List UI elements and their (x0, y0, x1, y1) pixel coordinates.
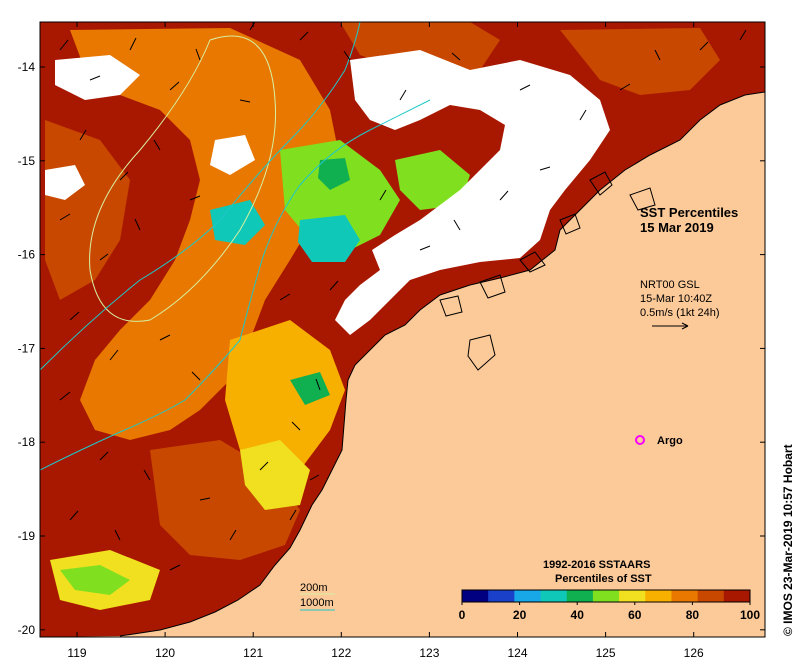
y-tick-label: -20 (18, 623, 36, 637)
x-axis-tick-labels: 119 120 121 122 123 124 125 126 (67, 646, 704, 660)
current-source-label: NRT00 GSL (640, 279, 700, 291)
current-scale-arrowhead (681, 322, 689, 330)
y-axis-tick-labels: -14 -15 -16 -17 -18 -19 -20 (18, 60, 36, 637)
colorbar-tick-label: 0 (459, 608, 466, 622)
colorbar-segment (697, 590, 725, 602)
colorbar-tick-label: 100 (740, 608, 760, 622)
ocean-sst-yellow-patch (225, 320, 345, 480)
x-tick-label: 122 (331, 646, 351, 660)
y-tick-label: -16 (18, 248, 36, 262)
y-tick-label: -19 (18, 529, 36, 543)
x-tick-label: 123 (419, 646, 439, 660)
colorbar-frame (461, 589, 751, 603)
percentile-colorbar (461, 589, 751, 603)
colorbar-tick-label: 20 (513, 608, 527, 622)
x-tick-label: 120 (155, 646, 175, 660)
y-tick-label: -14 (18, 60, 36, 74)
ocean-sst-green-patch (60, 140, 470, 595)
current-vectors (59, 22, 747, 571)
colorbar-tick-label: 40 (571, 608, 585, 622)
map-title-line1: SST Percentiles (640, 205, 738, 220)
ocean-sst-brown-band (45, 120, 300, 560)
y-tick-label: -17 (18, 341, 36, 355)
x-tick-label: 121 (243, 646, 263, 660)
map-area: Argo SST Percentiles 15 Mar 2019 NRT00 G… (40, 22, 765, 637)
y-tick-label: -15 (18, 154, 36, 168)
contour-200m-label: 200m (300, 582, 328, 594)
colorbar-segment (723, 590, 751, 602)
colorbar-segment (488, 590, 515, 602)
coastline-islands (439, 171, 656, 371)
x-tick-label: 124 (507, 646, 527, 660)
no-data-region-west (45, 55, 255, 200)
x-tick-label: 126 (684, 646, 704, 660)
colorbar-segment (592, 590, 620, 602)
x-tick-label: 119 (67, 646, 86, 660)
current-time-label: 15-Mar 10:40Z (640, 293, 712, 305)
map-title-line2: 15 Mar 2019 (640, 220, 714, 235)
current-scale-label: 0.5m/s (1kt 24h) (640, 307, 719, 319)
colorbar-segment (462, 590, 489, 602)
argo-label: Argo (657, 435, 683, 447)
contour-200m-line (89, 35, 277, 322)
axis-ticks (40, 22, 765, 637)
colorbar-segment (566, 590, 594, 602)
ocean-sst-yellow-patch-south (50, 440, 310, 610)
contour-1000m-line (40, 22, 431, 471)
colorbar-segment (645, 590, 672, 602)
coastline (119, 91, 765, 637)
colorbar-segment (671, 590, 699, 602)
legend-title-line1: 1992-2016 SSTAARS (543, 559, 650, 571)
legend-title-line2: Percentiles of SST (555, 573, 652, 585)
colorbar-segment (514, 590, 542, 602)
ocean-sst-green-small (290, 158, 350, 405)
contour-1000m-label: 1000m (300, 597, 334, 609)
colorbar-tick-label: 60 (628, 608, 642, 622)
colorbar-tick-labels: 0 20 40 60 80 100 (459, 602, 760, 622)
no-data-region (335, 50, 610, 335)
map-frame (39, 21, 766, 638)
argo-float-marker[interactable] (635, 435, 645, 445)
colorbar-tick-label: 80 (686, 608, 700, 622)
colorbar-segment (540, 590, 568, 602)
y-tick-label: -18 (18, 435, 36, 449)
x-tick-label: 125 (596, 646, 616, 660)
colorbar-segment (619, 590, 646, 602)
imos-credit: © IMOS 23-Mar-2019 10:57 Hobart (781, 444, 795, 636)
